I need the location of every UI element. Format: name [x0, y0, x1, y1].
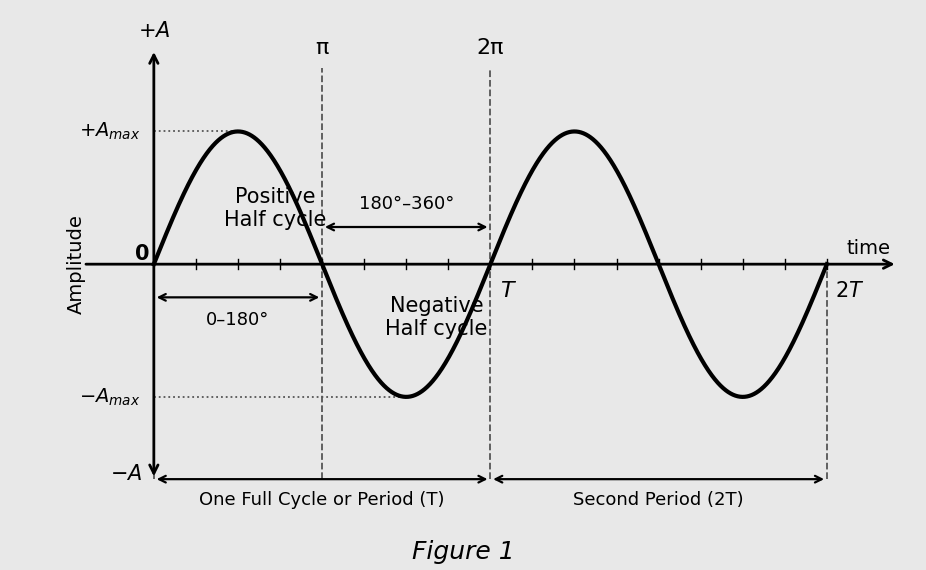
Text: π: π: [316, 38, 329, 59]
Text: 0: 0: [135, 243, 149, 263]
Text: Second Period (2T): Second Period (2T): [573, 491, 744, 509]
Text: $+A$: $+A$: [138, 21, 170, 41]
Text: $2T$: $2T$: [835, 282, 865, 302]
Text: 2π: 2π: [477, 38, 504, 59]
Text: 0–180°: 0–180°: [206, 311, 269, 329]
Text: 180°–360°: 180°–360°: [358, 196, 454, 213]
Text: One Full Cycle or Period (T): One Full Cycle or Period (T): [199, 491, 444, 509]
Text: $T$: $T$: [500, 282, 518, 302]
Text: $+A_{max}$: $+A_{max}$: [79, 121, 141, 142]
Text: $-A$: $-A$: [109, 464, 142, 484]
Text: $-A_{max}$: $-A_{max}$: [79, 386, 141, 408]
Text: Amplitude: Amplitude: [67, 214, 86, 314]
Text: time: time: [846, 239, 891, 258]
Text: Positive
Half cycle: Positive Half cycle: [224, 187, 326, 230]
Text: Negative
Half cycle: Negative Half cycle: [385, 296, 488, 339]
Text: Figure 1: Figure 1: [412, 540, 514, 564]
